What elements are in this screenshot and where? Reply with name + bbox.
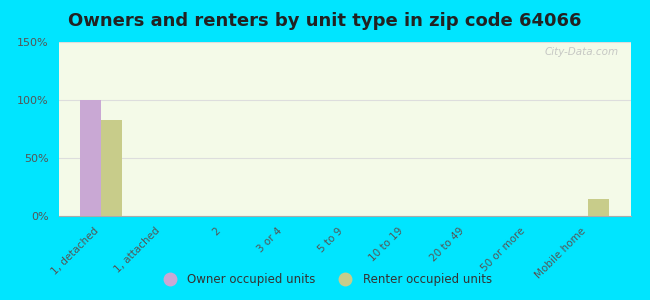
Bar xyxy=(80,100,101,216)
Text: Owners and renters by unit type in zip code 64066: Owners and renters by unit type in zip c… xyxy=(68,12,582,30)
Bar xyxy=(101,120,122,216)
Legend: Owner occupied units, Renter occupied units: Owner occupied units, Renter occupied un… xyxy=(153,269,497,291)
Bar xyxy=(588,199,609,216)
Text: City-Data.com: City-Data.com xyxy=(545,47,619,57)
